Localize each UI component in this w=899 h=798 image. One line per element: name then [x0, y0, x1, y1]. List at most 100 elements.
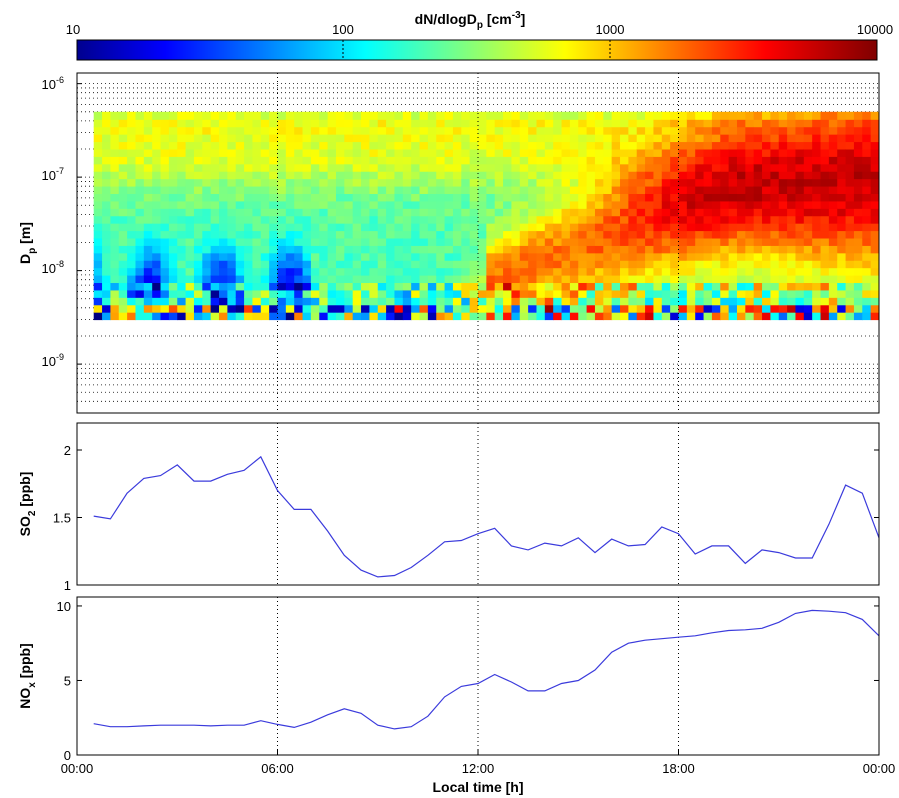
heatmap-cell — [594, 252, 604, 261]
heatmap-cell — [444, 200, 454, 209]
heatmap-cell — [586, 185, 596, 194]
heatmap-cell — [795, 156, 805, 165]
heatmap-cell — [519, 178, 529, 187]
heatmap-cell — [269, 111, 279, 120]
heatmap-cell — [586, 193, 596, 202]
heatmap-cell — [461, 126, 471, 135]
heatmap-cell — [277, 119, 287, 128]
heatmap-cell — [344, 171, 354, 180]
heatmap-cell — [678, 237, 688, 246]
heatmap-cell — [177, 171, 187, 180]
heatmap-cell — [762, 134, 771, 143]
heatmap-cell — [302, 282, 312, 291]
heatmap-cell — [386, 237, 396, 246]
heatmap-cell — [127, 267, 137, 276]
heatmap-cell — [845, 171, 855, 180]
heatmap-cell — [503, 178, 513, 187]
heatmap-cell — [277, 297, 287, 306]
heatmap-cell — [511, 267, 521, 276]
heatmap-cell — [152, 223, 162, 232]
heatmap-cell — [352, 230, 362, 239]
heatmap-cell — [294, 223, 304, 232]
heatmap-cell — [411, 163, 421, 172]
heatmap-cell — [135, 171, 145, 180]
heatmap-cell — [402, 297, 412, 306]
heatmap-cell — [678, 297, 688, 306]
heatmap-cell — [528, 208, 538, 217]
heatmap-cell — [386, 223, 396, 232]
heatmap-cell — [110, 223, 120, 232]
heatmap-cell — [269, 148, 279, 157]
heatmap-cell — [670, 178, 680, 187]
heatmap-cell — [853, 200, 863, 209]
heatmap-cell — [770, 260, 780, 269]
heatmap-cell — [594, 134, 604, 143]
heatmap-cell — [845, 178, 855, 187]
heatmap-cell — [319, 126, 329, 135]
heatmap-cell — [745, 134, 755, 143]
heatmap-cell — [486, 148, 496, 157]
heatmap-cell — [202, 185, 212, 194]
heatmap-cell — [828, 208, 838, 217]
heatmap-cell — [494, 297, 504, 306]
heatmap-cell — [102, 185, 112, 194]
heatmap-cell — [302, 171, 312, 180]
heatmap-cell — [210, 141, 220, 150]
heatmap-cell — [436, 126, 446, 135]
heatmap-cell — [160, 208, 170, 217]
heatmap-cell — [93, 282, 103, 291]
heatmap-cell — [511, 126, 521, 135]
heatmap-cell — [862, 119, 872, 128]
heatmap-cell — [168, 193, 178, 202]
heatmap-cell — [711, 275, 721, 284]
heatmap-cell — [377, 126, 387, 135]
heatmap-cell — [870, 193, 879, 202]
heatmap-cell — [177, 134, 187, 143]
heatmap-cell — [118, 282, 128, 291]
heatmap-cell — [210, 119, 220, 128]
heatmap-cell — [260, 119, 270, 128]
heatmap-cell — [193, 275, 203, 284]
heatmap-cell — [636, 141, 646, 150]
heatmap-cell — [335, 312, 345, 321]
heatmap-cell — [327, 200, 337, 209]
heatmap-cell — [335, 230, 345, 239]
heatmap-cell — [862, 178, 872, 187]
heatmap-cell — [394, 134, 404, 143]
heatmap-cell — [695, 275, 705, 284]
heatmap-cell — [486, 245, 496, 254]
heatmap-cell — [193, 200, 203, 209]
heatmap-cell — [452, 267, 462, 276]
heatmap-cell — [394, 156, 404, 165]
heatmap-cell — [536, 171, 546, 180]
heatmap-cell — [544, 193, 554, 202]
heatmap-cell — [603, 260, 613, 269]
heatmap-cell — [402, 267, 412, 276]
heatmap-cell — [603, 200, 613, 209]
heatmap-cell — [486, 178, 496, 187]
heatmap-cell — [478, 223, 487, 232]
heatmap-cell — [711, 230, 721, 239]
heatmap-cell — [720, 163, 730, 172]
heatmap-cell — [628, 200, 638, 209]
heatmap-cell — [235, 156, 245, 165]
heatmap-cell — [795, 134, 805, 143]
heatmap-cell — [753, 252, 763, 261]
heatmap-cell — [586, 200, 596, 209]
heatmap-cell — [853, 282, 863, 291]
heatmap-cell — [862, 126, 872, 135]
heatmap-cell — [670, 297, 680, 306]
heatmap-cell — [753, 171, 763, 180]
heatmap-cell — [260, 312, 270, 321]
heatmap-cell — [127, 148, 137, 157]
heatmap-cell — [678, 260, 688, 269]
heatmap-cell — [670, 282, 680, 291]
heatmap-cell — [152, 215, 162, 224]
heatmap-cell — [720, 289, 730, 298]
heatmap-cell — [210, 208, 220, 217]
heatmap-cell — [135, 126, 145, 135]
heatmap-cell — [260, 267, 270, 276]
heatmap-cell — [594, 260, 604, 269]
heatmap-cell — [862, 200, 872, 209]
heatmap-cell — [553, 111, 563, 120]
